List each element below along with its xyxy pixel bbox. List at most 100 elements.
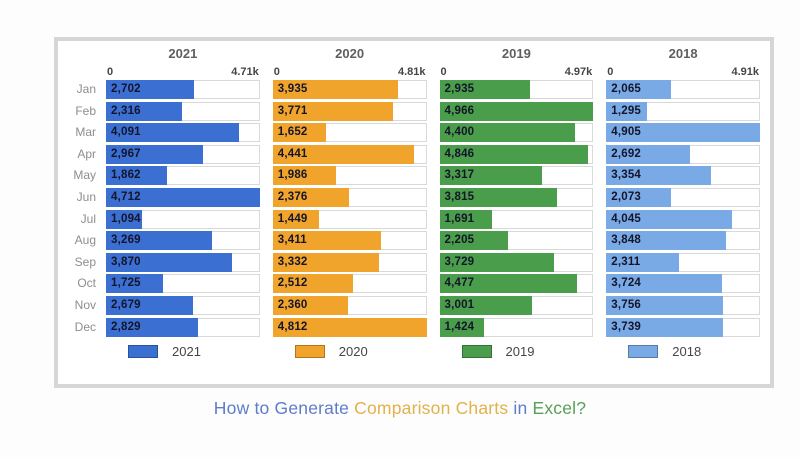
bar-value: 3,771 bbox=[277, 104, 308, 117]
bar-value: 1,094 bbox=[111, 212, 141, 225]
month-label: Jan bbox=[76, 82, 96, 96]
bar-value: 4,441 bbox=[277, 147, 308, 160]
month-labels: Jan Feb Mar Apr May Jun Jul Aug Sep Oct Nov Dec bbox=[66, 44, 102, 384]
bar-fill bbox=[272, 231, 382, 251]
bar-value: 2,935 bbox=[444, 83, 475, 95]
bar-row-2018-Sep: 2,311 bbox=[606, 252, 760, 272]
bar-value: 2,360 bbox=[277, 298, 308, 311]
chart-grid: Jan Feb Mar Apr May Jun Jul Aug Sep Oct Nov Dec 202… bbox=[66, 44, 760, 384]
bar-row-2019-Mar: 4,400 bbox=[439, 123, 594, 143]
bar-row-2018-Dec: 3,739 bbox=[606, 317, 760, 337]
bar-row-2019-Apr: 4,846 bbox=[439, 144, 594, 164]
bar-fill bbox=[439, 231, 508, 251]
bar-row-2018-Aug: 3,848 bbox=[606, 231, 760, 251]
bar-fill bbox=[439, 295, 533, 315]
bar-fill bbox=[439, 166, 542, 186]
legend-label: 2018 bbox=[672, 344, 702, 360]
bar-value: 3,332 bbox=[277, 255, 308, 268]
bar-row-2020-Sep: 3,332 bbox=[272, 252, 427, 272]
bar-value: 2,692 bbox=[611, 147, 642, 160]
bar-row-2020-Oct: 2,512 bbox=[272, 274, 427, 294]
month-label: Apr bbox=[77, 146, 96, 161]
bar-row-2018-Jun: 2,073 bbox=[606, 187, 760, 207]
bar-row-2021-May: 1,862 bbox=[106, 166, 260, 186]
legend-label: 2021 bbox=[172, 344, 201, 360]
bar-value: 1,862 bbox=[111, 169, 141, 182]
bar-value: 4,477 bbox=[444, 277, 475, 290]
bar-fill bbox=[606, 80, 672, 99]
bar-row-2021-Mar: 4,091 bbox=[106, 123, 260, 143]
bar-fill bbox=[606, 101, 648, 121]
bar-fill bbox=[106, 101, 182, 121]
bar-value: 3,269 bbox=[111, 234, 141, 247]
bar-value: 4,400 bbox=[444, 126, 475, 139]
legend-label: 2020 bbox=[338, 344, 368, 360]
bar-row-2020-Dec: 4,812 bbox=[272, 317, 427, 337]
year-header: 2018 bbox=[668, 46, 698, 61]
bar-fill bbox=[439, 144, 589, 164]
month-label: Nov bbox=[74, 297, 96, 312]
bar-fill bbox=[272, 295, 349, 315]
bar-fill bbox=[606, 317, 723, 337]
bar-value: 2,376 bbox=[277, 190, 308, 203]
year-column-2021: 2021 0 4.71k 2,702 2,316 4,091 2,967 1,862 4,712… bbox=[106, 44, 260, 384]
month-label: May bbox=[73, 168, 96, 183]
bar-value: 1,986 bbox=[277, 169, 308, 182]
bar-fill bbox=[106, 187, 260, 207]
bar-row-2018-Oct: 3,724 bbox=[606, 274, 760, 294]
month-label: Aug bbox=[74, 233, 96, 248]
bar-fill bbox=[439, 317, 484, 337]
bar-value: 3,411 bbox=[277, 234, 307, 247]
axis-min-label: 0 bbox=[273, 65, 280, 78]
bar-value: 1,424 bbox=[444, 320, 475, 333]
bar-fill bbox=[439, 101, 594, 121]
bar-row-2018-Jan: 2,065 bbox=[606, 80, 760, 99]
bar-row-2019-Aug: 2,205 bbox=[439, 231, 594, 251]
month-label: Mar bbox=[75, 125, 96, 140]
bar-fill bbox=[272, 252, 379, 272]
bar-value: 4,812 bbox=[277, 320, 308, 333]
bar-fill bbox=[606, 295, 724, 315]
bar-fill bbox=[106, 144, 203, 164]
bar-value: 1,725 bbox=[111, 277, 141, 290]
bar-fill bbox=[439, 209, 493, 229]
bar-value: 3,815 bbox=[444, 190, 475, 203]
bar-fill bbox=[272, 274, 353, 294]
bar-value: 3,724 bbox=[611, 277, 642, 290]
legend-swatch bbox=[628, 345, 659, 359]
year-header: 2021 bbox=[168, 46, 198, 61]
bar-row-2018-May: 3,354 bbox=[606, 166, 760, 186]
bar-row-2020-Jul: 1,449 bbox=[272, 209, 427, 229]
legend-item-2021: 2021 bbox=[106, 340, 260, 364]
bar-row-2020-Aug: 3,411 bbox=[272, 231, 427, 251]
bar-value: 2,679 bbox=[111, 298, 141, 311]
page-title-part: How to Generate bbox=[213, 398, 355, 418]
month-label: Dec bbox=[74, 319, 96, 334]
bar-row-2020-Feb: 3,771 bbox=[272, 101, 427, 121]
legend-item-2019: 2019 bbox=[440, 340, 594, 364]
year-columns: 2021 0 4.71k 2,702 2,316 4,091 2,967 1,862 4,712… bbox=[106, 44, 760, 384]
bar-fill bbox=[606, 123, 760, 143]
axis-min-label: 0 bbox=[107, 65, 114, 78]
bar-value: 2,073 bbox=[611, 190, 642, 203]
bar-value: 2,065 bbox=[611, 83, 642, 95]
bar-row-2018-Jul: 4,045 bbox=[606, 209, 760, 229]
bar-value: 3,739 bbox=[611, 320, 642, 333]
bar-fill bbox=[272, 187, 349, 207]
bar-row-2020-Mar: 1,652 bbox=[272, 123, 427, 143]
axis-labels: 0 4.91k bbox=[606, 63, 760, 80]
month-label: Sep bbox=[74, 254, 96, 269]
axis-labels: 0 4.97k bbox=[440, 63, 594, 80]
bar-value: 3,354 bbox=[611, 169, 642, 182]
bar-row-2018-Nov: 3,756 bbox=[606, 295, 760, 315]
year-header: 2020 bbox=[335, 46, 365, 61]
bar-fill bbox=[606, 231, 727, 251]
axis-max-label: 4.97k bbox=[564, 65, 593, 78]
bar-value: 1,691 bbox=[444, 212, 475, 225]
bar-row-2021-Apr: 2,967 bbox=[106, 144, 260, 164]
axis-labels: 0 4.81k bbox=[273, 63, 427, 80]
month-label: Jul bbox=[80, 211, 96, 226]
bar-fill bbox=[606, 252, 679, 272]
bar-row-2020-Jun: 2,376 bbox=[272, 187, 427, 207]
bar-row-2018-Apr: 2,692 bbox=[606, 144, 760, 164]
